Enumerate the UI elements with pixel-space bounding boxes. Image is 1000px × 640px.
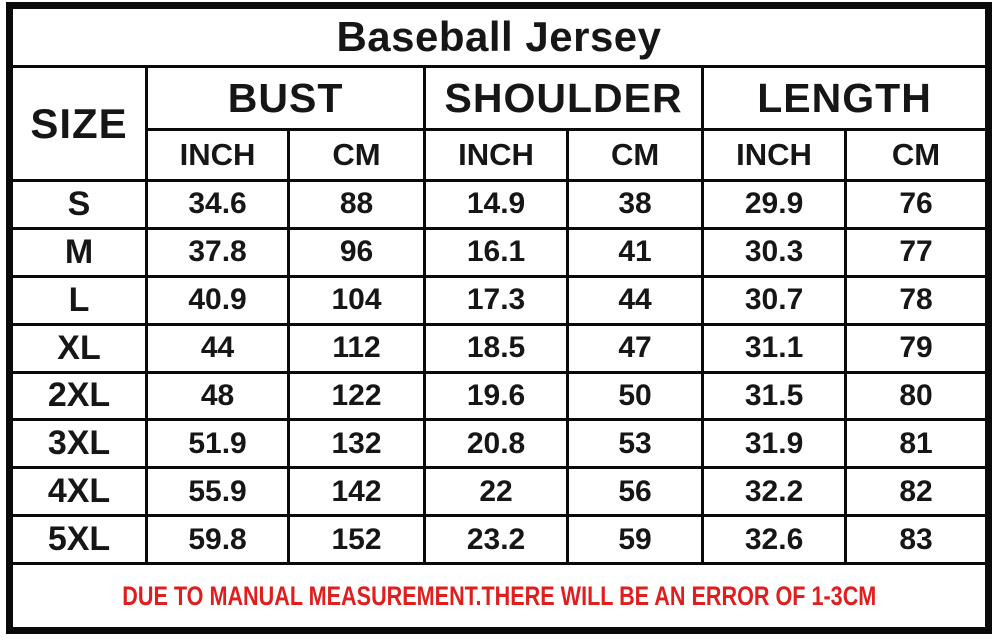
footer-row: DUE TO MANUAL MEASUREMENT.THERE WILL BE …: [8, 562, 990, 632]
size-column-header: SIZE: [7, 65, 149, 182]
shoulder-inch-header: INCH: [423, 128, 569, 182]
value-cell: 22: [423, 466, 569, 518]
value-cell: 104: [286, 274, 427, 326]
title-row: Baseball Jersey: [8, 4, 990, 68]
value-cell: 41: [565, 226, 705, 278]
value-cell: 83: [844, 514, 990, 565]
length-group-header: LENGTH: [701, 65, 990, 131]
group-header-row: SIZE BUST SHOULDER LENGTH: [7, 65, 990, 182]
table-row: L 40.9 104 17.3 44 30.7 78: [7, 274, 990, 326]
value-cell: 14.9: [423, 179, 569, 230]
size-cell: XL: [7, 322, 149, 374]
length-cm-header: CM: [844, 128, 990, 182]
value-cell: 81: [844, 418, 990, 470]
value-cell: 44: [145, 322, 290, 374]
value-cell: 37.8: [145, 226, 290, 278]
size-cell: M: [7, 226, 149, 278]
value-cell: 31.5: [701, 370, 848, 422]
value-cell: 82: [844, 466, 990, 518]
value-cell: 112: [286, 322, 427, 374]
value-cell: 152: [286, 514, 427, 565]
size-cell: L: [7, 274, 149, 326]
size-cell: 4XL: [7, 466, 149, 518]
value-cell: 18.5: [423, 322, 569, 374]
size-chart-table: Baseball Jersey SIZE BUST SHOULDER LENGT…: [6, 2, 992, 634]
table-row: 3XL 51.9 132 20.8 53 31.9 81: [7, 418, 990, 470]
value-cell: 142: [286, 466, 427, 518]
table-row: M 37.8 96 16.1 41 30.3 77: [7, 226, 990, 278]
shoulder-cm-header: CM: [565, 128, 705, 182]
bust-cm-header: CM: [286, 128, 427, 182]
value-cell: 23.2: [423, 514, 569, 565]
table-row: 5XL 59.8 152 23.2 59 32.6 83: [7, 514, 990, 565]
shoulder-group-header: SHOULDER: [423, 65, 705, 131]
value-cell: 80: [844, 370, 990, 422]
value-cell: 32.6: [701, 514, 848, 565]
value-cell: 44: [565, 274, 705, 326]
value-cell: 79: [844, 322, 990, 374]
value-cell: 59: [565, 514, 705, 565]
bust-inch-header: INCH: [145, 128, 290, 182]
size-cell: 2XL: [7, 370, 149, 422]
size-cell: 5XL: [7, 514, 149, 565]
value-cell: 132: [286, 418, 427, 470]
value-cell: 30.3: [701, 226, 848, 278]
value-cell: 76: [844, 179, 990, 230]
value-cell: 48: [145, 370, 290, 422]
value-cell: 38: [565, 179, 705, 230]
table-row: 2XL 48 122 19.6 50 31.5 80: [7, 370, 990, 422]
value-cell: 55.9: [145, 466, 290, 518]
measurement-note: DUE TO MANUAL MEASUREMENT.THERE WILL BE …: [121, 580, 877, 611]
value-cell: 40.9: [145, 274, 290, 326]
chart-title: Baseball Jersey: [8, 4, 990, 68]
value-cell: 78: [844, 274, 990, 326]
size-cell: S: [7, 179, 149, 230]
table-row: S 34.6 88 14.9 38 29.9 76: [7, 179, 990, 230]
value-cell: 29.9: [701, 179, 848, 230]
value-cell: 51.9: [145, 418, 290, 470]
bust-group-header: BUST: [145, 65, 427, 131]
value-cell: 19.6: [423, 370, 569, 422]
value-cell: 31.1: [701, 322, 848, 374]
measurement-note-cell: DUE TO MANUAL MEASUREMENT.THERE WILL BE …: [8, 562, 990, 632]
table-row: 4XL 55.9 142 22 56 32.2 82: [7, 466, 990, 518]
value-cell: 20.8: [423, 418, 569, 470]
value-cell: 16.1: [423, 226, 569, 278]
value-cell: 122: [286, 370, 427, 422]
value-cell: 53: [565, 418, 705, 470]
value-cell: 56: [565, 466, 705, 518]
value-cell: 50: [565, 370, 705, 422]
value-cell: 77: [844, 226, 990, 278]
value-cell: 32.2: [701, 466, 848, 518]
value-cell: 30.7: [701, 274, 848, 326]
unit-header-row: INCH CM INCH CM INCH CM: [10, 128, 990, 182]
value-cell: 88: [286, 179, 427, 230]
value-cell: 34.6: [145, 179, 290, 230]
value-cell: 47: [565, 322, 705, 374]
value-cell: 96: [286, 226, 427, 278]
table-row: XL 44 112 18.5 47 31.1 79: [7, 322, 990, 374]
value-cell: 17.3: [423, 274, 569, 326]
size-cell: 3XL: [7, 418, 149, 470]
value-cell: 31.9: [701, 418, 848, 470]
length-inch-header: INCH: [701, 128, 848, 182]
value-cell: 59.8: [145, 514, 290, 565]
